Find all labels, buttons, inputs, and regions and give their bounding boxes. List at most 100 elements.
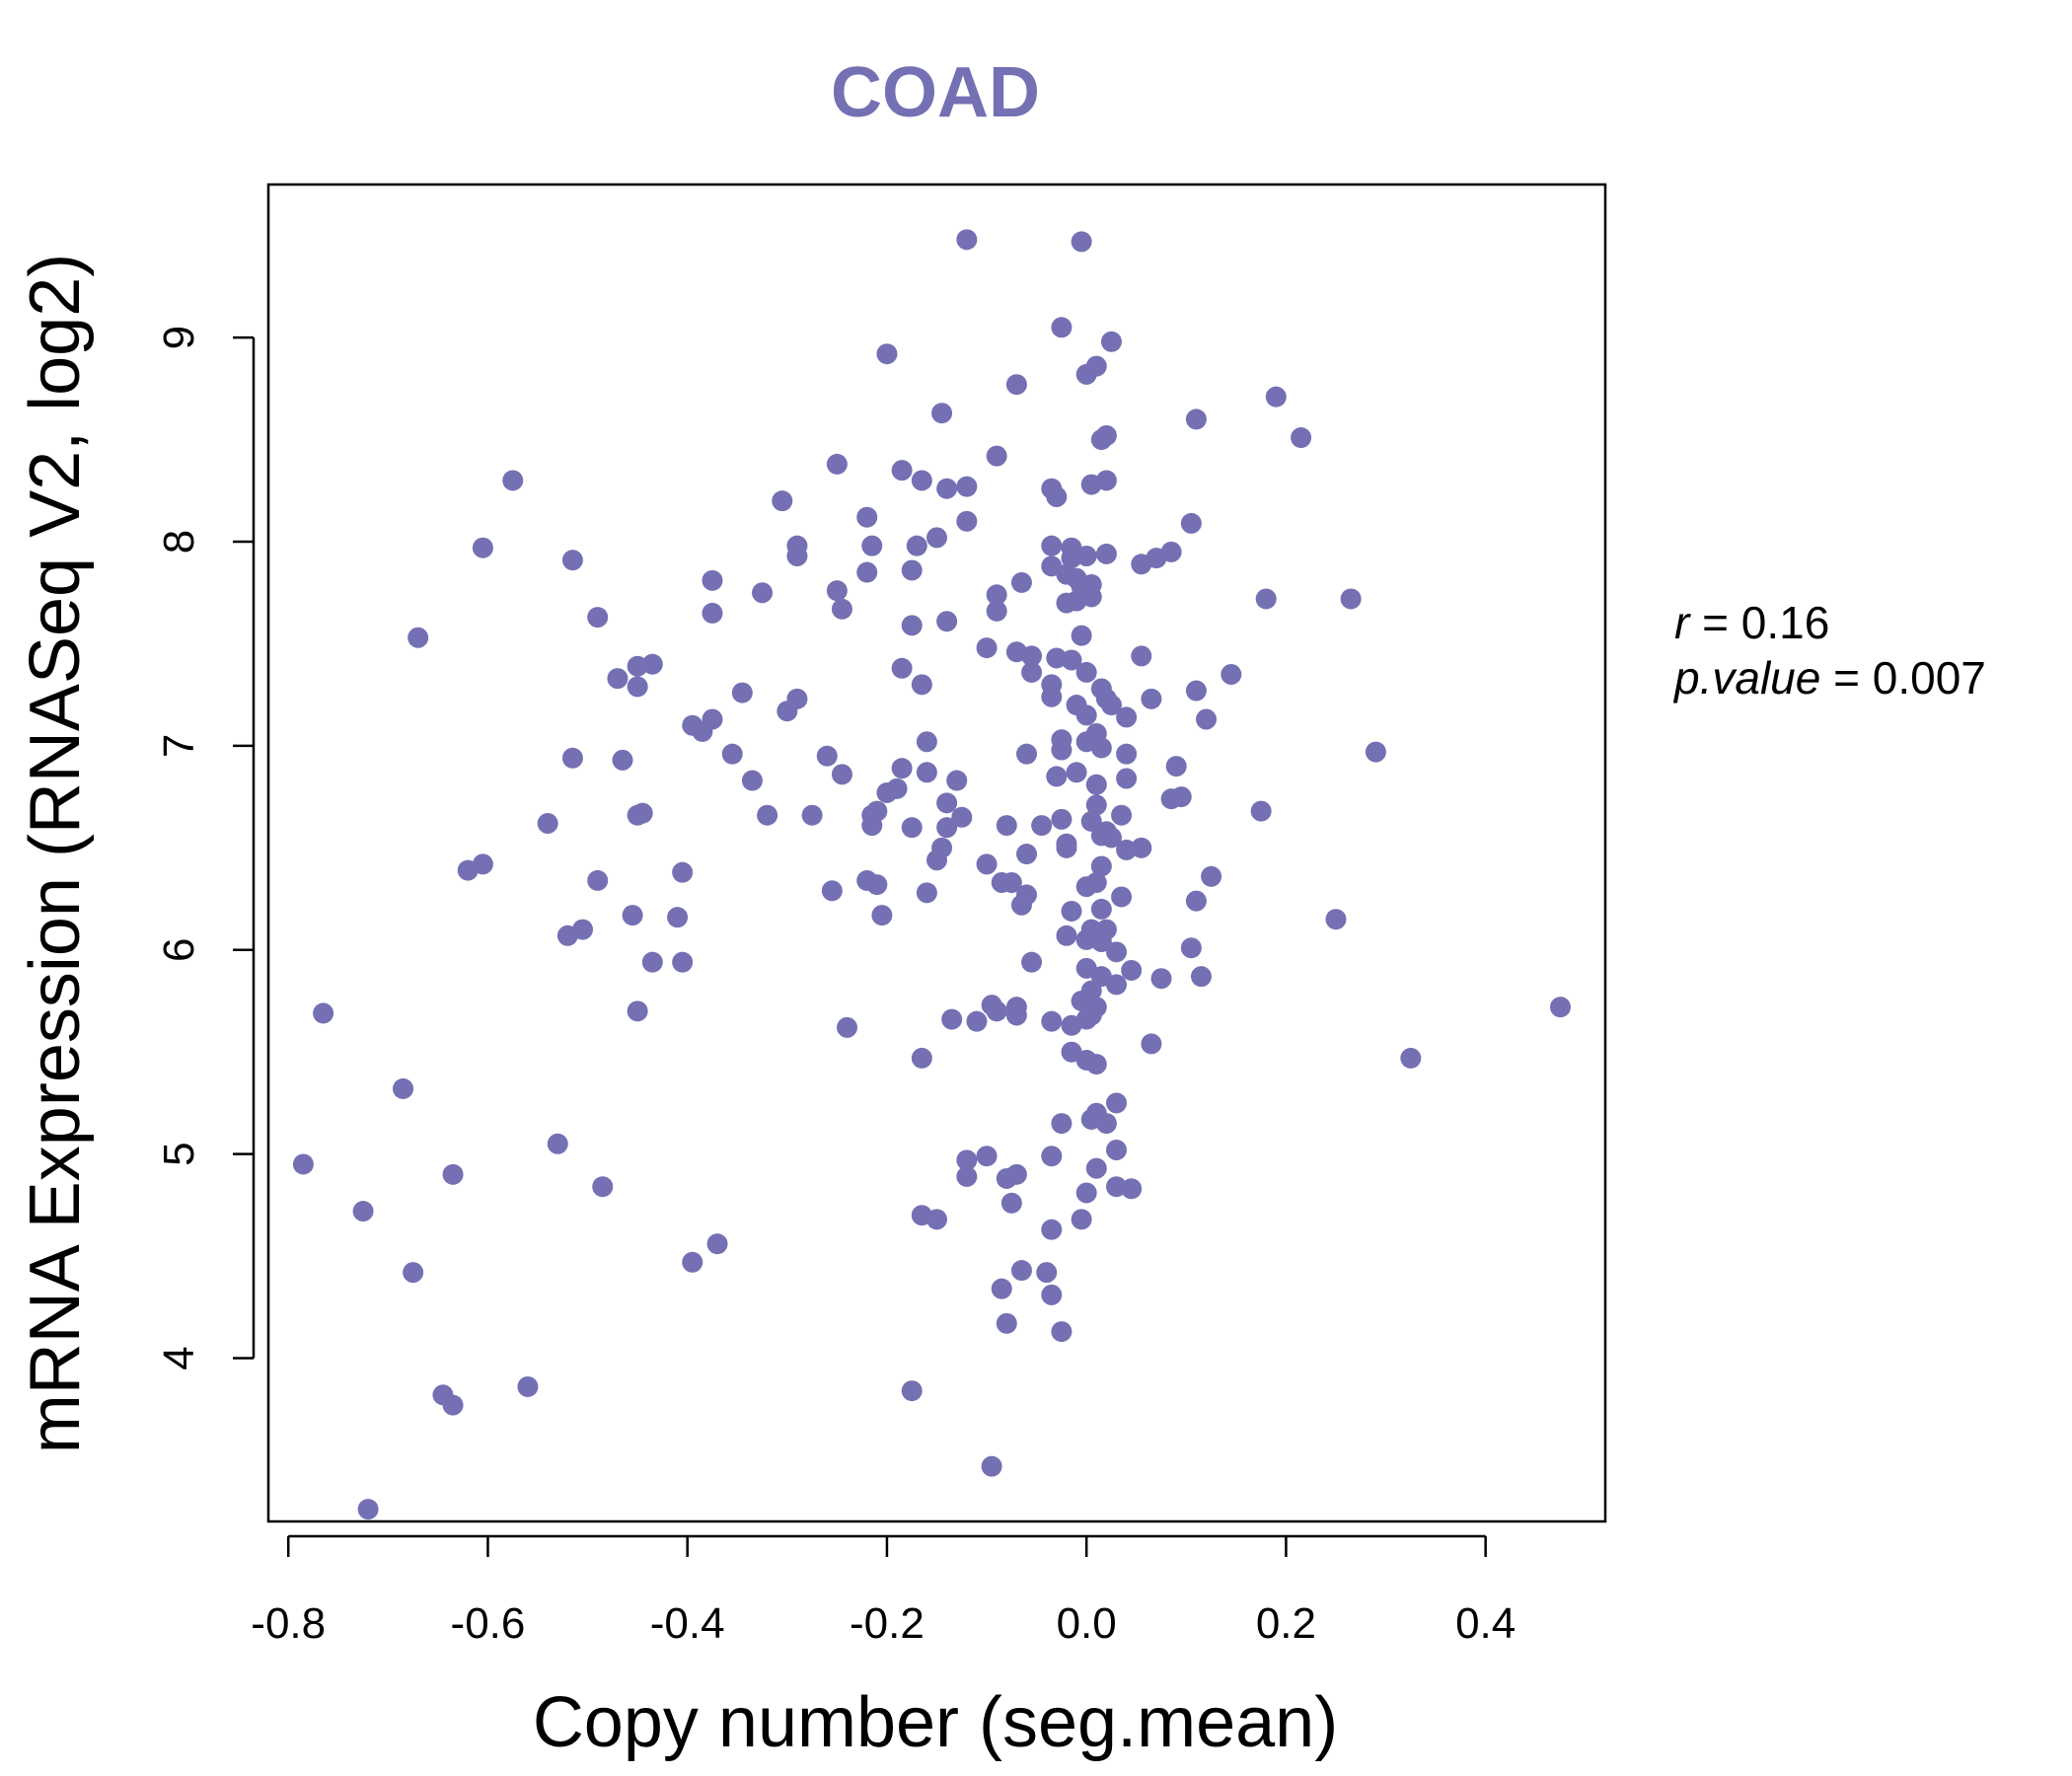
data-point [901, 615, 923, 636]
data-point [891, 657, 913, 679]
data-point [891, 758, 913, 779]
data-point [911, 1047, 932, 1069]
y-tick-label: 4 [155, 1346, 203, 1369]
data-point [986, 445, 1007, 467]
data-point [1021, 951, 1043, 973]
data-point [826, 580, 848, 602]
data-point [861, 535, 883, 556]
data-point [826, 453, 848, 475]
data-point [631, 802, 653, 824]
y-tick-label: 7 [155, 734, 203, 758]
data-point [702, 602, 723, 624]
data-point [1080, 1108, 1102, 1130]
data-point [976, 637, 998, 659]
data-point [1111, 804, 1133, 826]
data-point [1061, 649, 1082, 671]
data-point [772, 490, 793, 512]
data-point [1180, 937, 1202, 959]
data-point [1116, 706, 1138, 728]
data-point [1106, 1139, 1128, 1160]
data-point [1165, 756, 1187, 777]
data-point [871, 905, 893, 926]
data-point [1075, 363, 1097, 385]
x-tick-label: -0.6 [451, 1599, 526, 1648]
data-point [831, 764, 852, 785]
data-point [1190, 966, 1212, 988]
data-point [1095, 543, 1117, 564]
data-point [292, 1153, 314, 1175]
data-point [861, 815, 883, 837]
data-point [911, 674, 932, 696]
data-point [1071, 1209, 1092, 1230]
stat-r: r = 0.16 [1674, 597, 1829, 648]
data-point [926, 1209, 947, 1230]
data-point [1041, 1284, 1063, 1305]
data-point [1106, 1092, 1128, 1114]
correlation-stats: r = 0.16 p.value = 0.007 [1672, 597, 1986, 703]
data-point [547, 1133, 568, 1154]
data-point [721, 743, 743, 765]
data-point [537, 813, 558, 835]
data-point [956, 1149, 978, 1171]
plot-frame [266, 183, 1607, 1523]
data-point [1100, 695, 1122, 716]
data-point [986, 600, 1007, 622]
data-point [1250, 800, 1272, 822]
data-point [1085, 1054, 1107, 1075]
data-point [1010, 894, 1032, 916]
data-point [866, 874, 888, 896]
data-point [592, 1176, 614, 1198]
stat-p: p.value = 0.007 [1672, 652, 1986, 703]
y-axis-label: mRNA Expression (RNASeq V2, log2) [16, 254, 95, 1453]
data-point [906, 535, 927, 556]
data-point [407, 627, 429, 648]
data-point [607, 668, 629, 690]
data-point [936, 611, 958, 632]
data-point [876, 781, 898, 803]
data-point [946, 770, 968, 791]
data-point [1221, 663, 1242, 685]
data-point [1066, 762, 1087, 783]
data-point [996, 815, 1017, 837]
data-point [472, 537, 493, 558]
data-point [1046, 766, 1068, 787]
data-point [502, 470, 524, 491]
data-point [1196, 708, 1218, 730]
data-point [1051, 317, 1073, 338]
data-point [986, 1000, 1007, 1022]
data-point [1046, 486, 1068, 508]
data-point [1021, 661, 1043, 683]
data-point [1010, 571, 1032, 593]
data-point [1131, 645, 1152, 667]
data-point [1061, 548, 1082, 569]
data-point [1010, 1260, 1032, 1282]
data-point [1255, 588, 1277, 610]
data-point [1080, 474, 1102, 495]
data-point [1340, 588, 1362, 610]
data-point [991, 1278, 1012, 1299]
data-point [1100, 331, 1122, 352]
data-point [916, 882, 937, 904]
data-point [1021, 645, 1043, 667]
data-point [1185, 408, 1207, 430]
data-point [1075, 661, 1097, 683]
data-point [352, 1201, 374, 1222]
data-point [1111, 886, 1133, 908]
data-point [1100, 827, 1122, 849]
x-tick-label: -0.2 [850, 1599, 925, 1648]
data-point [667, 907, 689, 928]
chart-title: COAD [831, 53, 1040, 132]
data-point [1549, 997, 1571, 1018]
data-point [936, 792, 958, 814]
data-point [517, 1375, 539, 1397]
data-point [856, 506, 878, 528]
data-point [442, 1163, 464, 1185]
data-point [1085, 794, 1107, 816]
data-point [956, 1165, 978, 1187]
x-tick-label: 0.4 [1455, 1599, 1516, 1648]
data-point [1141, 688, 1162, 709]
data-point [1365, 741, 1386, 763]
data-point [357, 1499, 379, 1520]
data-point [836, 1016, 857, 1038]
data-point [627, 1000, 648, 1022]
